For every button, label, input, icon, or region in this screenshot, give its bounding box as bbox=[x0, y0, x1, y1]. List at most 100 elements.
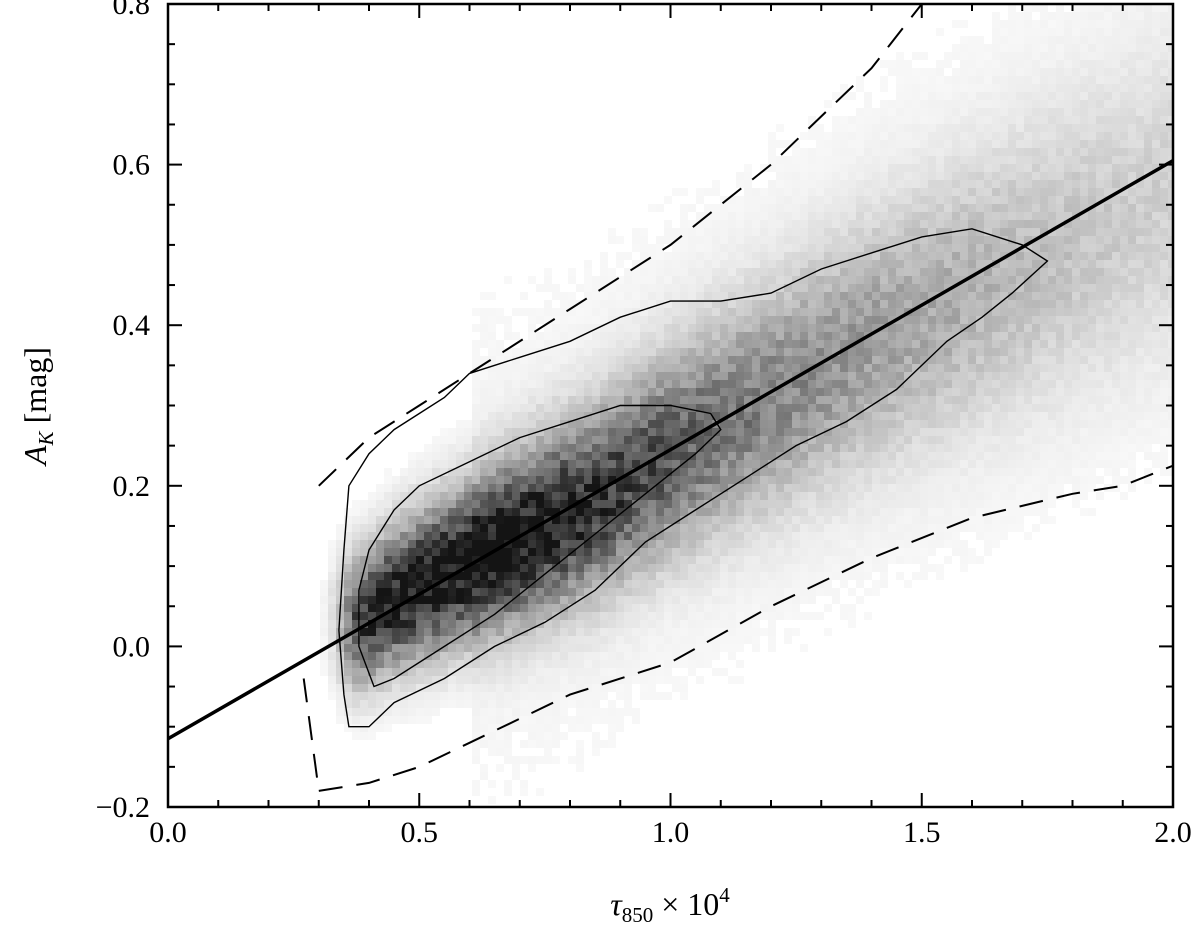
density-cell bbox=[808, 476, 816, 484]
density-cell bbox=[784, 412, 792, 420]
density-cell bbox=[864, 180, 872, 188]
density-cell bbox=[792, 188, 800, 196]
density-cell bbox=[752, 348, 760, 356]
density-cell bbox=[856, 564, 864, 572]
density-cell bbox=[544, 612, 552, 620]
density-cell bbox=[512, 628, 520, 636]
density-cell bbox=[464, 636, 472, 644]
density-cell bbox=[680, 628, 688, 636]
density-cell bbox=[592, 484, 600, 492]
density-cell bbox=[744, 476, 752, 484]
density-cell bbox=[344, 652, 352, 660]
density-cell bbox=[408, 708, 416, 716]
density-cell bbox=[416, 524, 424, 532]
density-cell bbox=[784, 388, 792, 396]
density-cell bbox=[720, 356, 728, 364]
density-cell bbox=[936, 500, 944, 508]
density-cell bbox=[864, 140, 872, 148]
density-cell bbox=[448, 524, 456, 532]
density-cell bbox=[1048, 300, 1056, 308]
density-cell bbox=[888, 332, 896, 340]
density-cell bbox=[616, 516, 624, 524]
density-cell bbox=[832, 92, 840, 100]
density-cell bbox=[1024, 228, 1032, 236]
density-cell bbox=[824, 372, 832, 380]
density-cell bbox=[472, 420, 480, 428]
density-cell bbox=[1048, 332, 1056, 340]
density-cell bbox=[520, 572, 528, 580]
density-cell bbox=[624, 308, 632, 316]
density-cell bbox=[776, 588, 784, 596]
density-cell bbox=[960, 156, 968, 164]
density-cell bbox=[744, 540, 752, 548]
density-cell bbox=[608, 316, 616, 324]
density-cell bbox=[376, 692, 384, 700]
density-cell bbox=[496, 412, 504, 420]
density-cell bbox=[1008, 20, 1016, 28]
density-cell bbox=[696, 364, 704, 372]
density-cell bbox=[960, 164, 968, 172]
density-cell bbox=[368, 708, 376, 716]
density-cell bbox=[544, 348, 552, 356]
density-cell bbox=[544, 372, 552, 380]
density-cell bbox=[1032, 4, 1040, 12]
density-cell bbox=[616, 356, 624, 364]
density-cell bbox=[488, 444, 496, 452]
density-cell bbox=[544, 284, 552, 292]
density-cell bbox=[736, 676, 744, 684]
density-cell bbox=[832, 548, 840, 556]
density-cell bbox=[872, 412, 880, 420]
density-cell bbox=[848, 524, 856, 532]
density-cell bbox=[880, 212, 888, 220]
density-cell bbox=[520, 516, 528, 524]
density-cell bbox=[880, 220, 888, 228]
density-cell bbox=[368, 684, 376, 692]
density-cell bbox=[840, 444, 848, 452]
density-cell bbox=[328, 588, 336, 596]
density-cell bbox=[984, 252, 992, 260]
density-cell bbox=[688, 628, 696, 636]
density-cell bbox=[800, 300, 808, 308]
density-cell bbox=[736, 580, 744, 588]
density-cell bbox=[624, 636, 632, 644]
density-cell bbox=[792, 228, 800, 236]
density-cell bbox=[976, 396, 984, 404]
density-cell bbox=[960, 124, 968, 132]
density-cell bbox=[608, 300, 616, 308]
density-cell bbox=[904, 228, 912, 236]
density-cell bbox=[808, 172, 816, 180]
density-cell bbox=[960, 100, 968, 108]
density-cell bbox=[552, 444, 560, 452]
density-cell bbox=[400, 580, 408, 588]
density-cell bbox=[864, 156, 872, 164]
density-cell bbox=[728, 396, 736, 404]
density-cell bbox=[688, 644, 696, 652]
density-cell bbox=[864, 388, 872, 396]
density-cell bbox=[576, 364, 584, 372]
density-cell bbox=[584, 428, 592, 436]
density-cell bbox=[1032, 60, 1040, 68]
density-cell bbox=[1008, 236, 1016, 244]
density-cell bbox=[896, 268, 904, 276]
density-cell bbox=[920, 452, 928, 460]
density-cell bbox=[488, 348, 496, 356]
density-cell bbox=[624, 484, 632, 492]
density-cell bbox=[992, 452, 1000, 460]
density-cell bbox=[928, 316, 936, 324]
density-cell bbox=[688, 236, 696, 244]
density-cell bbox=[1016, 156, 1024, 164]
density-cell bbox=[368, 604, 376, 612]
density-cell bbox=[984, 364, 992, 372]
density-cell bbox=[968, 212, 976, 220]
density-cell bbox=[856, 380, 864, 388]
density-cell bbox=[680, 484, 688, 492]
density-cell bbox=[520, 356, 528, 364]
density-cell bbox=[1008, 92, 1016, 100]
density-cell bbox=[872, 556, 880, 564]
density-cell bbox=[640, 660, 648, 668]
density-cell bbox=[968, 428, 976, 436]
density-cell bbox=[1008, 308, 1016, 316]
density-cell bbox=[968, 476, 976, 484]
density-cell bbox=[952, 460, 960, 468]
density-cell bbox=[768, 572, 776, 580]
